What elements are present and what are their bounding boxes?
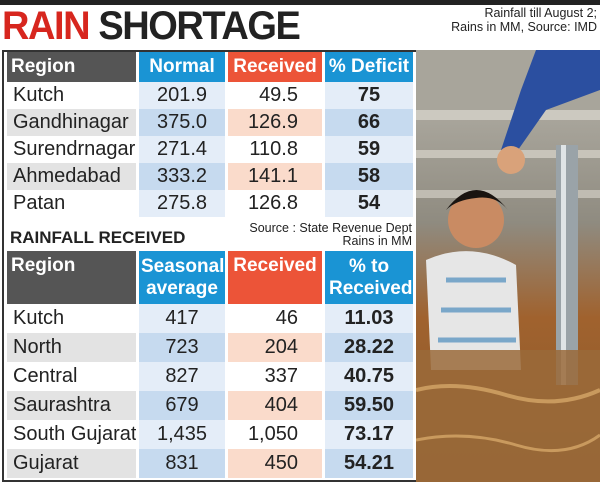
table-row: Gandhinagar 375.0 126.9 66	[7, 109, 413, 136]
section-header: RAINFALL RECEIVED Source : State Revenue…	[4, 217, 416, 251]
value-cell: 275.8	[139, 190, 225, 217]
value-cell: 1,435	[139, 420, 225, 449]
col-header-seasonal-average: Seasonal average	[139, 251, 225, 304]
region-cell: Gujarat	[7, 449, 136, 478]
page-title: RAIN SHORTAGE	[2, 4, 301, 48]
value-cell: 679	[139, 391, 225, 420]
percent-cell: 54	[325, 190, 413, 217]
region-cell: Saurashtra	[7, 391, 136, 420]
table-row: Kutch 417 46 11.03	[7, 304, 413, 333]
source-note: Rainfall till August 2; Rains in MM, Sour…	[451, 6, 597, 34]
region-cell: Central	[13, 365, 78, 387]
received-cell: 404	[228, 391, 322, 420]
table-row: Saurashtra 679 404 59.50	[7, 391, 413, 420]
region-cell: Gandhinagar	[7, 109, 136, 136]
col-header-region: Region	[7, 52, 136, 82]
rainfall-received-table: Region Seasonal average Received % to Re…	[4, 251, 416, 478]
value-cell: 417	[139, 304, 225, 333]
received-cell: 1,050	[247, 423, 298, 445]
table-row: Patan 275.8 126.8 54	[7, 190, 413, 217]
percent-cell: 59.50	[325, 391, 413, 420]
value-cell: 375.0	[139, 109, 225, 136]
value-cell: 723	[139, 333, 225, 362]
top-rule	[0, 0, 600, 5]
received-cell: 49.5	[259, 84, 298, 106]
col-header-received: Received	[228, 251, 322, 304]
tables-panel: Region Normal Received % Deficit Kutch 20…	[2, 50, 416, 482]
table-row: Gujarat 831 450 54.21	[7, 449, 413, 478]
col-header-received: Received	[228, 52, 322, 82]
region-cell: Kutch	[13, 84, 65, 106]
received-cell: 204	[228, 333, 322, 362]
table-row: South Gujarat 1,435 1,050 73.17	[7, 420, 413, 449]
source-note-2: Source : State Revenue Dept Rains in MM	[249, 221, 412, 248]
received-cell: 126.8	[247, 192, 298, 214]
col-header-pct-received: % to Received	[325, 251, 413, 304]
col-header-region: Region	[7, 251, 136, 304]
value-cell: 827	[139, 362, 225, 391]
section-title-rainfall-received: RAINFALL RECEIVED	[10, 228, 186, 247]
table-row: North 723 204 28.22	[7, 333, 413, 362]
region-cell: North	[7, 333, 136, 362]
percent-cell: 40.75	[325, 362, 413, 391]
percent-cell: 54.21	[325, 449, 413, 478]
table-row: Ahmedabad 333.2 141.1 58	[7, 163, 413, 190]
region-cell: South Gujarat	[13, 423, 136, 445]
rain-shortage-table: Region Normal Received % Deficit Kutch 20…	[4, 52, 416, 217]
table-row: Kutch 201.9 49.5 75	[7, 82, 413, 109]
table-row: Surendrnagar 271.4 110.8 59	[7, 136, 413, 163]
col-header-deficit: % Deficit	[325, 52, 413, 82]
region-cell: Surendrnagar	[13, 138, 136, 160]
received-cell: 450	[228, 449, 322, 478]
percent-cell: 11.03	[325, 304, 413, 333]
percent-cell: 59	[325, 136, 413, 163]
table-row: Central 827 337 40.75	[7, 362, 413, 391]
received-cell: 110.8	[249, 138, 298, 160]
value-cell: 271.4	[139, 136, 225, 163]
region-cell: Kutch	[13, 307, 65, 329]
percent-cell: 28.22	[325, 333, 413, 362]
child-in-flood-photo	[416, 50, 600, 482]
region-cell: Ahmedabad	[7, 163, 136, 190]
percent-cell: 66	[325, 109, 413, 136]
received-cell: 46	[275, 307, 298, 329]
percent-cell: 58	[325, 163, 413, 190]
percent-cell: 73.17	[325, 420, 413, 449]
percent-cell: 75	[325, 82, 413, 109]
received-cell: 141.1	[228, 163, 322, 190]
col-header-normal: Normal	[139, 52, 225, 82]
received-cell: 126.9	[228, 109, 322, 136]
region-cell: Patan	[13, 192, 66, 214]
received-cell: 337	[264, 365, 298, 387]
value-cell: 831	[139, 449, 225, 478]
value-cell: 201.9	[139, 82, 225, 109]
value-cell: 333.2	[139, 163, 225, 190]
